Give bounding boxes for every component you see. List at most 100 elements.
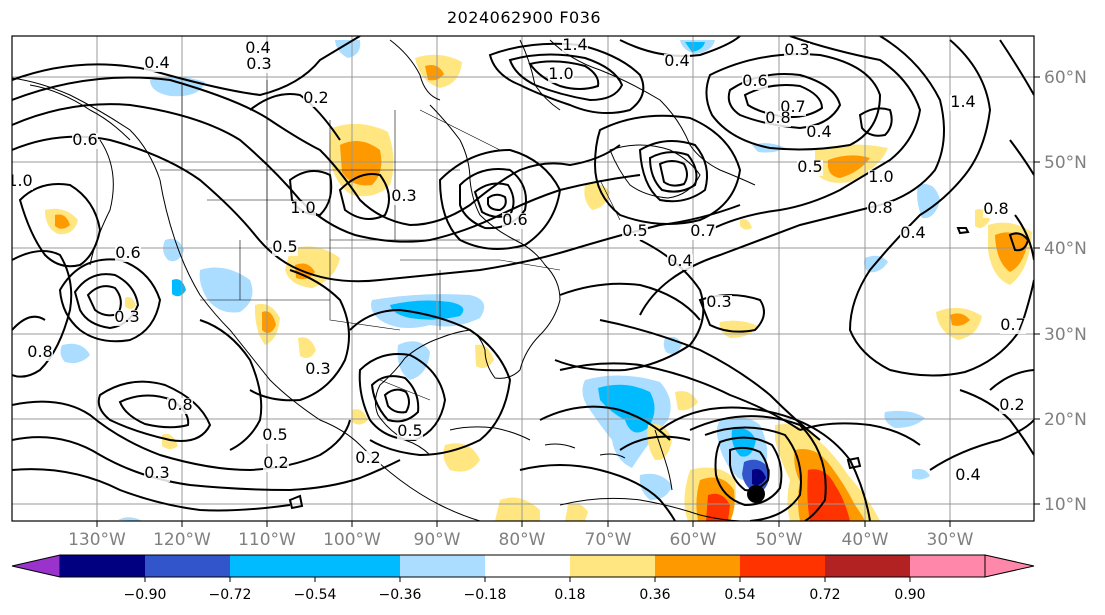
lon-label: 30°W [927,530,974,550]
contour-label: 0.3 [144,463,169,482]
contour-label: 0.8 [765,108,790,127]
lat-ticks [1034,76,1040,505]
contour-label-bg [999,398,1025,414]
lon-label: 90°W [414,530,461,550]
lon-label: 60°W [670,530,717,550]
contour-label-bg [667,254,693,270]
contour-label: 0.6 [742,71,767,90]
navy-region [752,469,766,486]
orange-region [950,313,970,326]
contour-label-bg [664,54,690,70]
contour-label: 1.0 [290,198,315,217]
contour-label: 0.4 [806,122,831,141]
contour-label-bg [955,468,981,484]
contour-label-bg [690,224,716,240]
contour-label-bg [245,41,271,57]
colorbar-label: 0.54 [724,587,755,603]
lon-label: 70°W [585,530,632,550]
lon-label: 100°W [323,530,381,550]
orange-region [995,232,1028,272]
contour-label-bg [12,174,33,190]
map-title: 2024062900 F036 [446,8,602,27]
contour-label: 0.2 [263,453,288,472]
contour-label-bg [144,56,170,72]
contour-label: 0.3 [391,186,416,205]
colorbar-segment [655,555,740,577]
contour-label: 0.7 [690,221,715,240]
contour-label-bg [303,91,329,107]
contour-label: 0.4 [144,53,169,72]
contour-label: 0.6 [502,210,527,229]
lon-ticks [96,521,951,527]
black-dot-icon [747,485,765,503]
contour-label-bg [502,213,528,229]
colorbar-label: 0.72 [809,587,840,603]
contour-label: 0.5 [272,237,297,256]
contour-label: 0.5 [262,425,287,444]
contour-label: 1.0 [7,171,32,190]
contour-label-bg [806,125,832,141]
light-yellow-region [565,503,588,521]
light-yellow-region [584,183,610,210]
light-blue-region [397,341,430,380]
light-yellow-region [675,391,698,411]
contour-label-bg [355,451,381,467]
contour-label: 0.8 [167,395,192,414]
contour-label-bg [797,160,823,176]
contour-label: 1.4 [950,92,975,111]
contour-label: 0.2 [355,448,380,467]
lat-label: 50°N [1044,153,1087,173]
colorbar-max-arrow [984,554,1035,578]
contour-label-bg [72,133,98,149]
contour-label-bg [167,398,193,414]
light-blue-region [917,184,940,219]
contour-label-bg [1000,318,1026,334]
colorbar-segment [825,555,910,577]
colorbar-segment [910,555,985,577]
contour-label: 0.4 [667,251,692,270]
contour-label: 0.8 [983,199,1008,218]
light-blue-region [163,238,184,262]
contour-label: 0.3 [114,307,139,326]
contour-label-bg [868,170,894,186]
contour-label-bg [867,201,893,217]
contour-label: 0.7 [1000,315,1025,334]
colorbar-label: −0.18 [464,587,507,603]
orange-region [262,311,276,334]
colorbar-segment [740,555,825,577]
colorbar-min-arrow [11,554,61,578]
contour-label-bg [27,345,53,361]
contour-label-bg [114,310,140,326]
contour-label: 0.4 [664,51,689,70]
contour-label: 0.6 [72,130,97,149]
light-yellow-region [495,497,540,521]
lon-label: 50°W [756,530,803,550]
contour-label: 0.4 [955,465,980,484]
colorbar-label: 0.90 [894,587,925,603]
lat-label: 10°N [1044,495,1087,515]
lat-label: 60°N [1044,68,1087,88]
orange-region [827,155,870,178]
lat-labels: 10°N 20°N 30°N 40°N 50°N 60°N [1044,68,1087,515]
contour-label: 0.3 [706,292,731,311]
contour-label-bg [290,201,316,217]
lon-labels: 130°W 120°W 110°W 100°W 90°W 80°W 70°W 6… [68,530,974,550]
colorbar-segment [570,555,655,577]
red-orange-region [706,493,730,521]
colorbar-label: 0.36 [639,587,670,603]
lat-label: 30°N [1044,325,1087,345]
contour-label: 0.6 [115,243,140,262]
light-yellow-region [352,409,368,425]
contour-label: 0.4 [900,223,925,242]
contour-label: 1.0 [868,167,893,186]
contour-label-bg [706,295,732,311]
contour-label: 0.8 [867,198,892,217]
contour-labels: 0.4 0.3 0.4 1.4 1.0 0.4 0.3 0.6 0.7 0.8 0.4 0.5 1.0 0… [7,36,1026,484]
orange-region [55,214,70,229]
light-yellow-region [740,219,752,230]
contour-label: 0.2 [303,88,328,107]
light-yellow-region [125,297,136,309]
contour-label: 0.3 [305,359,330,378]
colorbar-segment [60,555,145,577]
